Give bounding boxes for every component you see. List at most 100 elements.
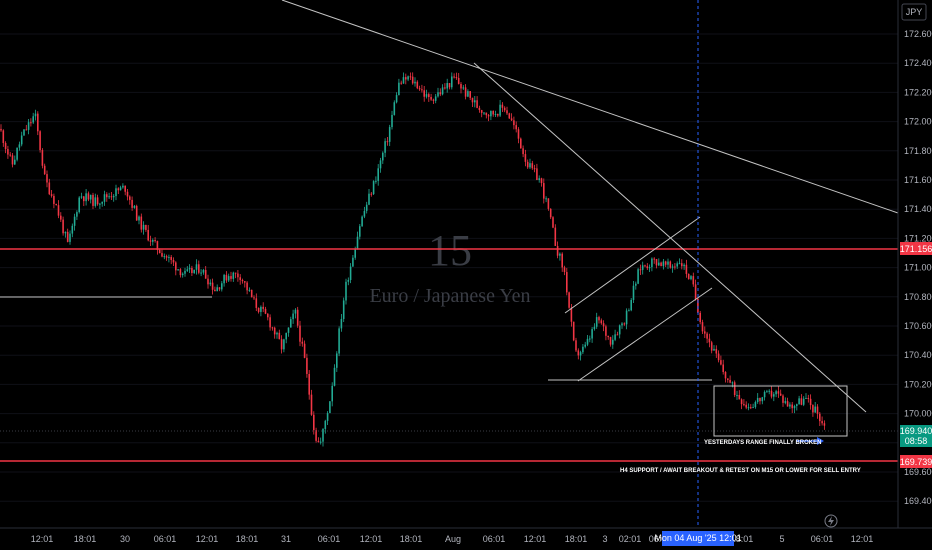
candle-body (501, 104, 504, 108)
candle-body (554, 227, 557, 246)
candle-body (204, 269, 207, 279)
time-tick-label: 12:01 (524, 534, 547, 544)
candle-body (646, 266, 649, 269)
time-axis-bg[interactable] (0, 528, 932, 550)
candle-body (681, 263, 683, 267)
candle-body (135, 205, 138, 221)
candle-body (329, 401, 331, 414)
candle-body (225, 274, 228, 281)
time-tick-label: 3 (602, 534, 607, 544)
candle-body (607, 335, 609, 338)
channel-lower-line[interactable] (577, 287, 713, 382)
candle-body (752, 407, 754, 409)
candle-body (354, 249, 356, 258)
candle-body (471, 97, 474, 103)
candle-body (391, 114, 393, 128)
resistance-price-label: 171.156 (900, 244, 932, 254)
candle-body (4, 142, 7, 150)
candle-body (216, 287, 218, 292)
watermark-symbol: Euro / Japanese Yen (369, 285, 530, 307)
arrow-icon (796, 437, 824, 445)
price-tick-label: 171.600 (904, 175, 932, 185)
candle-body (434, 96, 437, 101)
candle-body (177, 269, 179, 271)
candle-body (793, 406, 796, 409)
price-tick-label: 171.000 (904, 263, 932, 273)
candle-body (425, 94, 428, 97)
candle-body (444, 87, 446, 89)
candle-body (39, 131, 41, 151)
candle-body (777, 391, 780, 394)
candle-body (115, 188, 117, 197)
time-tick-label: 12:01 (196, 534, 219, 544)
currency-button[interactable] (901, 3, 927, 21)
candle-body (483, 112, 485, 114)
candle-body (796, 404, 798, 407)
candle-body (658, 262, 660, 266)
candle-body (108, 196, 110, 198)
candle-body (503, 107, 506, 111)
candle-body (34, 113, 37, 117)
candle-body (122, 185, 124, 188)
candle-body (60, 215, 62, 220)
candle-body (623, 323, 626, 325)
candle-body (740, 399, 743, 405)
resistance-price-tag (900, 242, 932, 255)
candle-body (53, 195, 55, 204)
candle-body (791, 404, 793, 409)
candle-body (370, 193, 373, 195)
lightning-icon[interactable] (824, 514, 838, 528)
candle-body (37, 113, 39, 132)
candle-body (531, 163, 534, 169)
candle-body (651, 258, 653, 268)
candle-body (66, 231, 69, 242)
candle-body (717, 353, 720, 361)
candle-body (775, 391, 777, 395)
candle-body (154, 239, 156, 242)
candle-body (188, 268, 191, 270)
candle-body (230, 276, 232, 279)
current-price-label: 169.940 (900, 426, 932, 436)
candle-body (175, 262, 177, 271)
candle-body (743, 404, 745, 406)
candle-body (589, 338, 591, 340)
candle-body (244, 281, 246, 283)
price-tick-label: 169.600 (904, 467, 932, 477)
candle-body (586, 338, 589, 345)
candle-body (598, 317, 600, 321)
crosshair-time-label: Mon 04 Aug '25 12:01 (654, 533, 741, 543)
candle-body (584, 344, 586, 347)
descending-trendline[interactable] (473, 62, 867, 413)
candle-body (322, 428, 324, 442)
candle-body (80, 196, 83, 198)
candle-body (209, 282, 212, 285)
candle-body (710, 342, 713, 351)
candle-body (816, 406, 819, 414)
candle-body (179, 269, 182, 276)
time-tick-label: 18:01 (236, 534, 259, 544)
long-trendline[interactable] (281, 0, 899, 214)
channel-upper-line[interactable] (564, 216, 701, 314)
candle-body (763, 391, 766, 398)
candle-body (529, 163, 531, 168)
candle-body (202, 269, 205, 273)
candle-body (78, 197, 80, 213)
candle-body (786, 401, 789, 407)
candle-body (697, 298, 699, 313)
candle-body (582, 346, 584, 353)
candle-body (600, 320, 603, 324)
candle-body (359, 226, 361, 237)
candle-body (103, 194, 106, 202)
yesterday-range-box[interactable] (713, 385, 848, 437)
candle-body (662, 261, 665, 267)
candle-body (126, 191, 129, 197)
candle-body (283, 339, 285, 350)
candle-body (303, 343, 306, 358)
candle-body (117, 188, 120, 191)
candle-body (106, 194, 108, 198)
candle-body (630, 299, 632, 311)
candle-body (621, 323, 623, 326)
candle-body (639, 269, 642, 271)
